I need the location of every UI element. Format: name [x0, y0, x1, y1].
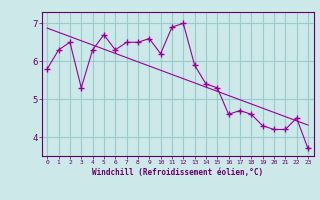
X-axis label: Windchill (Refroidissement éolien,°C): Windchill (Refroidissement éolien,°C) [92, 168, 263, 177]
